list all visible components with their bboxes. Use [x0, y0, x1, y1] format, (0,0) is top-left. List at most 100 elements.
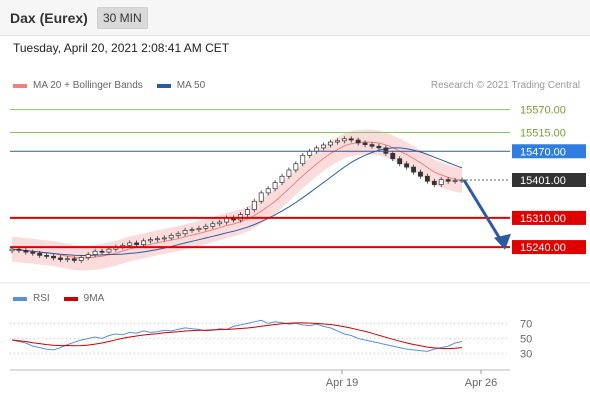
candle-body: [348, 138, 354, 141]
candle-body: [251, 200, 257, 210]
legend-label-9ma: 9MA: [83, 293, 105, 304]
candle-body: [51, 255, 56, 259]
candle-body: [244, 209, 250, 215]
candle-body: [300, 155, 306, 165]
level-label: 15401.00: [520, 175, 566, 187]
rsi-tick-label: 70: [520, 318, 532, 330]
candle-body: [328, 141, 333, 146]
rsi-ma-line: [11, 322, 463, 350]
candle-body: [23, 250, 29, 253]
candle-body: [189, 229, 195, 231]
candle-body: [362, 142, 368, 145]
x-tick-label: Apr 26: [465, 377, 497, 389]
rsi-tick-label: 50: [520, 334, 532, 346]
candle-body: [71, 258, 77, 261]
credit-text: Research © 2021 Trading Central: [430, 80, 580, 91]
rsi-legend: RSI 9MA: [13, 293, 118, 304]
level-label: 15570.00: [520, 105, 566, 117]
level-box: [512, 144, 586, 159]
timeframe-button[interactable]: 30 MIN: [97, 7, 148, 29]
candle-body: [355, 139, 361, 144]
candle-body: [127, 242, 133, 246]
candle-body: [293, 163, 299, 171]
candle-body: [418, 171, 423, 177]
level-box: [512, 240, 586, 255]
legend-swatch-ma20: [13, 83, 27, 88]
level-box: [512, 173, 586, 187]
chart-header: Dax (Eurex) 30 MIN: [0, 0, 590, 36]
candle-body: [452, 180, 458, 182]
legend-label-rsi: RSI: [33, 293, 50, 304]
candle-body: [99, 250, 105, 253]
candle-body: [58, 257, 63, 260]
rsi-line: [11, 319, 463, 352]
candle-body: [369, 144, 375, 147]
candle-body: [265, 188, 271, 194]
legend-label-ma50: MA 50: [176, 80, 206, 91]
level-label: 15310.00: [520, 213, 566, 225]
candle-body: [258, 192, 264, 202]
legend-item-ma20: MA 20 + Bollinger Bands: [13, 80, 143, 91]
forecast-arrow-head: [494, 233, 511, 250]
candle-body: [148, 239, 153, 242]
candle-body: [376, 145, 382, 149]
level-label: 15240.00: [520, 242, 566, 254]
candle-body: [424, 175, 430, 182]
level-label: 15470.00: [520, 146, 566, 158]
candle-body: [383, 147, 389, 154]
candle-body: [334, 140, 340, 143]
candle-body: [445, 179, 451, 182]
candle-body: [404, 163, 410, 168]
level-box: [512, 210, 586, 225]
candle-body: [307, 150, 313, 156]
timestamp: Tuesday, April 20, 2021 2:08:41 AM CET: [13, 41, 230, 55]
candle-body: [64, 258, 70, 261]
forecast-arrow: [462, 179, 505, 245]
candle-body: [92, 250, 98, 255]
candle-body: [411, 166, 416, 173]
candle-body: [106, 248, 112, 253]
candle-body: [134, 242, 140, 245]
bollinger-band: [12, 129, 462, 271]
level-label: 15515.00: [520, 128, 566, 140]
candle-body: [203, 225, 209, 229]
candle-body: [431, 180, 437, 185]
candle-body: [16, 248, 22, 251]
candle-body: [438, 179, 444, 185]
x-tick-label: Apr 19: [326, 377, 358, 389]
candle-body: [196, 227, 202, 230]
candle-body: [168, 235, 174, 239]
candle-body: [141, 240, 146, 245]
candle-body: [210, 223, 216, 227]
candle-body: [286, 169, 292, 177]
candle-body: [44, 255, 50, 257]
candle-body: [217, 221, 223, 225]
legend-item-ma50: MA 50: [156, 80, 206, 91]
ma20-line: [11, 141, 463, 259]
candle-body: [9, 248, 15, 252]
candle-body: [37, 252, 43, 256]
candle-body: [30, 251, 36, 254]
legend-item-9ma: 9MA: [63, 293, 105, 304]
legend-swatch-ma50: [156, 83, 171, 88]
candle-body: [341, 138, 347, 142]
candle-body: [161, 237, 167, 240]
candle-body: [272, 182, 278, 190]
candle-body: [78, 257, 84, 261]
legend-label-ma20: MA 20 + Bollinger Bands: [33, 80, 143, 91]
legend-swatch-9ma: [63, 296, 78, 301]
candle-body: [397, 158, 403, 165]
candle-body: [182, 230, 188, 235]
candle-body: [175, 233, 181, 236]
candle-body: [85, 254, 91, 258]
legend-item-rsi: RSI: [13, 293, 50, 304]
candle-body: [321, 144, 326, 149]
candle-body: [279, 175, 285, 183]
legend-swatch-rsi: [13, 296, 27, 301]
candle-body: [154, 238, 160, 241]
instrument-title: Dax (Eurex): [10, 10, 88, 26]
ma50-line: [11, 147, 463, 256]
candle-body: [390, 152, 396, 160]
main-legend: MA 20 + Bollinger Bands MA 50: [13, 80, 219, 91]
